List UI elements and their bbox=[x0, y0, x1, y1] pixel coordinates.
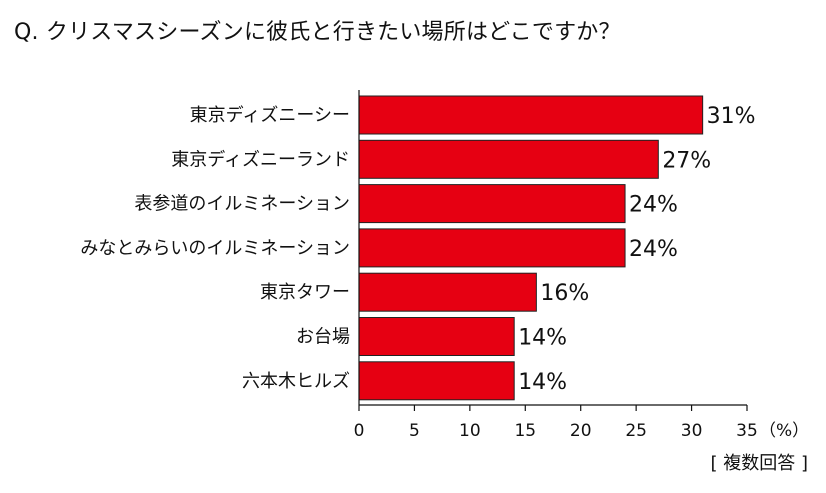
x-tick-label: 10 bbox=[459, 421, 481, 441]
category-label: 東京ディズニーランド bbox=[171, 149, 350, 170]
bar bbox=[358, 139, 659, 179]
data-label: 24% bbox=[629, 237, 678, 262]
bar bbox=[358, 184, 626, 224]
x-tick-label: 25 bbox=[625, 421, 647, 441]
question-title: Q. クリスマスシーズンに彼氏と行きたい場所はどこですか？ bbox=[14, 20, 621, 45]
category-label: 六本木ヒルズ bbox=[242, 371, 350, 392]
bar bbox=[358, 361, 515, 401]
data-label: 27% bbox=[662, 148, 711, 173]
x-tick-label: 15 bbox=[514, 421, 536, 441]
bar bbox=[358, 317, 515, 356]
category-label: お台場 bbox=[296, 327, 350, 348]
x-tick-label: 30 bbox=[681, 421, 703, 441]
category-label: 東京タワー bbox=[260, 282, 350, 303]
x-tick-label: 20 bbox=[570, 421, 592, 441]
x-tick-label: 5 bbox=[409, 421, 420, 441]
footnote-multiple-answers: [ 複数回答 ] bbox=[710, 453, 809, 474]
category-label: 東京ディズニーシー bbox=[190, 105, 350, 126]
bar bbox=[358, 95, 704, 135]
category-label: みなとみらいのイルミネーション bbox=[80, 238, 350, 259]
x-tick-label: 0 bbox=[354, 421, 365, 441]
data-label: 16% bbox=[540, 281, 589, 306]
x-unit-label: （%） bbox=[759, 421, 809, 441]
data-label: 14% bbox=[518, 370, 567, 395]
category-label: 表参道のイルミネーション bbox=[134, 194, 350, 215]
bar bbox=[358, 228, 626, 268]
data-label: 14% bbox=[518, 326, 567, 351]
data-label: 31% bbox=[707, 104, 756, 129]
x-tick-label: 35 bbox=[736, 421, 758, 441]
bar bbox=[358, 272, 537, 312]
data-label: 24% bbox=[629, 193, 678, 218]
